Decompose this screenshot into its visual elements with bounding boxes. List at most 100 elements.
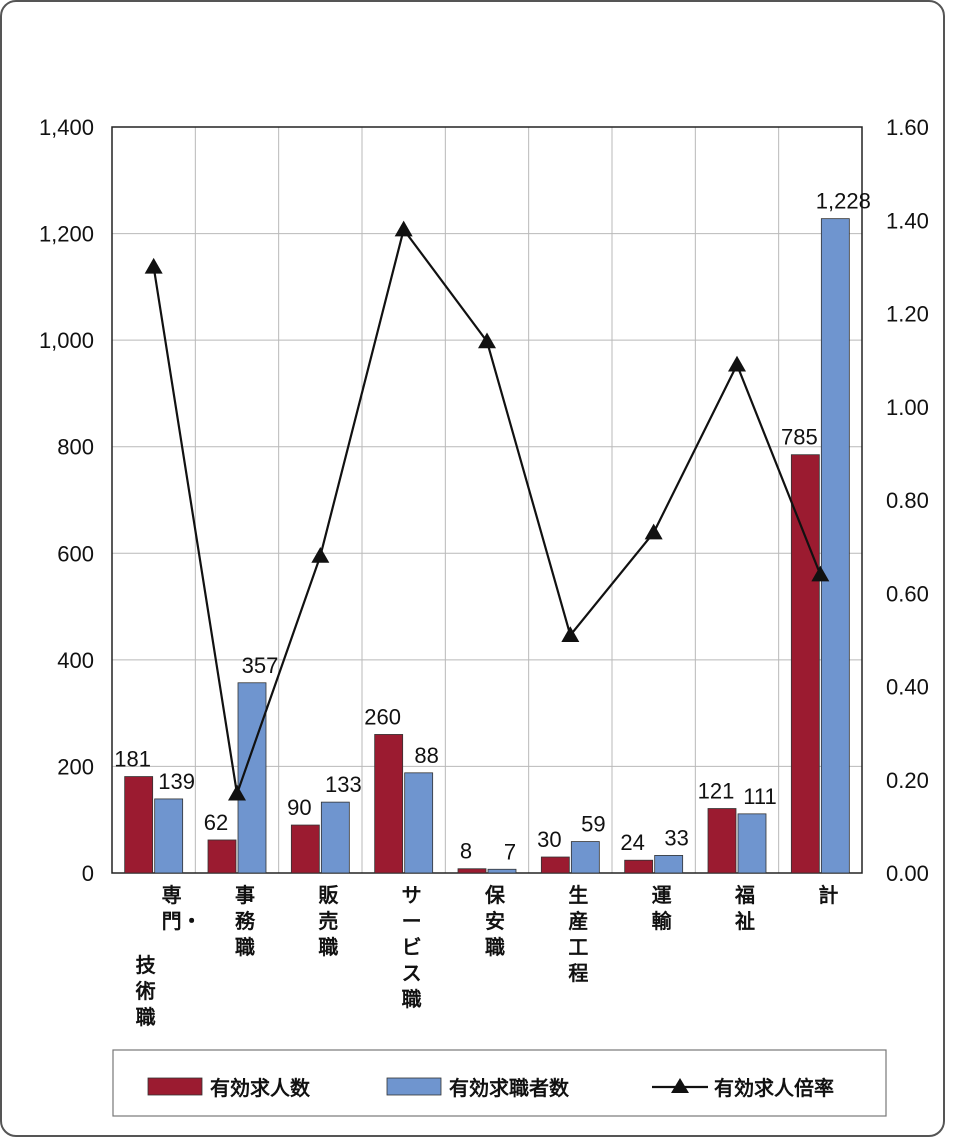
x-category-label: 生 xyxy=(568,883,588,907)
x-category-label: 運 xyxy=(652,883,672,907)
marker-job-ratio xyxy=(478,332,496,349)
legend-label-job-offers: 有効求人数 xyxy=(210,1076,311,1100)
x-category-label: 門 xyxy=(162,909,182,933)
marker-job-ratio xyxy=(728,355,746,372)
legend-swatch-job-offers xyxy=(147,1077,203,1096)
bar-job-seekers xyxy=(154,798,184,874)
y-left-tick-label: 800 xyxy=(57,435,94,460)
legend-label-job-seekers: 有効求職者数 xyxy=(449,1076,570,1100)
bar-job-offers xyxy=(790,454,820,874)
data-label-job-offers: 121 xyxy=(698,779,735,804)
data-label-job-offers: 785 xyxy=(781,425,818,450)
bar-job-offers xyxy=(207,839,237,874)
bar-job-offers xyxy=(457,868,487,874)
marker-job-ratio xyxy=(228,784,246,801)
legend-marker-job-ratio xyxy=(671,1078,689,1093)
bar-job-seekers xyxy=(487,868,517,874)
data-label-job-seekers: 1,228 xyxy=(816,189,871,214)
x-category-label: ス xyxy=(402,961,422,985)
data-label-job-seekers: 59 xyxy=(581,812,605,837)
y-right-tick-label: 1.60 xyxy=(886,115,929,140)
marker-job-ratio xyxy=(144,257,163,274)
x-category-label: 計 xyxy=(818,883,838,907)
bar-job-seekers xyxy=(737,813,767,874)
legend-swatch-job-seekers xyxy=(386,1077,442,1096)
data-label-job-seekers: 7 xyxy=(504,839,516,864)
plot-area xyxy=(112,127,862,873)
y-left-tick-label: 1,200 xyxy=(39,222,94,247)
x-category-label: 売 xyxy=(318,909,338,933)
bar-job-offers xyxy=(540,856,570,874)
marker-job-ratio xyxy=(394,220,413,237)
x-category-label: 職 xyxy=(485,935,505,959)
bar-job-offers xyxy=(124,776,154,874)
x-category-label: 産 xyxy=(568,909,588,933)
bar-job-offers xyxy=(290,824,320,874)
y-right-tick-label: 1.20 xyxy=(886,302,929,327)
bar-job-seekers xyxy=(654,855,684,874)
x-category-label: ー xyxy=(402,909,422,933)
bar-job-offers xyxy=(374,734,404,874)
y-right-tick-label: 0.20 xyxy=(886,768,929,793)
x-category-label: 職 xyxy=(235,935,255,959)
data-label-job-offers: 8 xyxy=(460,839,472,864)
x-category-label: 輸 xyxy=(652,909,673,933)
y-left-tick-label: 600 xyxy=(57,541,94,566)
x-category-label: 福 xyxy=(734,883,755,907)
bar-job-seekers xyxy=(570,841,600,874)
y-left-tick-label: 1,000 xyxy=(39,328,94,353)
data-label-job-offers: 90 xyxy=(287,795,311,820)
data-label-job-offers: 260 xyxy=(364,704,401,729)
x-category-label: 保 xyxy=(484,883,506,907)
data-label-job-seekers: 133 xyxy=(325,772,362,797)
y-right-tick-label: 0.40 xyxy=(886,675,929,700)
data-label-job-offers: 181 xyxy=(114,747,151,772)
x-category-label: ビ xyxy=(402,935,422,959)
data-label-job-offers: 62 xyxy=(204,810,228,835)
x-category-label: サ xyxy=(402,883,422,907)
x-category-label: 程 xyxy=(568,961,588,985)
marker-job-ratio xyxy=(644,523,663,540)
y-right-tick-label: 1.40 xyxy=(886,208,929,233)
data-label-job-seekers: 357 xyxy=(242,653,279,678)
x-category-label: 事 xyxy=(235,883,255,907)
bar-job-offers xyxy=(707,808,737,874)
x-category-label: 職 xyxy=(318,935,338,959)
x-category-label: 工 xyxy=(568,935,588,959)
plot-border xyxy=(111,126,863,874)
marker-job-ratio xyxy=(311,546,330,563)
x-category-label: 技 xyxy=(136,953,157,977)
y-right-tick-label: 1.00 xyxy=(886,395,929,420)
legend-box xyxy=(112,1049,887,1117)
x-category-label: 職 xyxy=(136,1005,156,1029)
x-category-label: 務 xyxy=(235,909,256,933)
y-right-tick-label: 0.80 xyxy=(886,488,929,513)
legend-label-job-ratio: 有効求人倍率 xyxy=(714,1076,834,1100)
data-label-job-offers: 30 xyxy=(537,827,561,852)
y-left-tick-label: 200 xyxy=(57,754,94,779)
y-right-tick-label: 0.60 xyxy=(886,581,929,606)
bar-job-seekers xyxy=(320,801,350,874)
data-label-job-seekers: 33 xyxy=(664,825,688,850)
y-right-tick-label: 0.00 xyxy=(886,861,929,886)
data-label-job-seekers: 88 xyxy=(414,743,438,768)
bar-job-offers xyxy=(624,859,654,874)
x-category-label: 祉 xyxy=(735,909,755,933)
x-category-label: 販 xyxy=(318,883,339,907)
data-label-job-offers: 24 xyxy=(620,830,644,855)
bar-job-seekers xyxy=(404,772,434,874)
x-category-label: 専 xyxy=(162,883,182,907)
x-category-label: 術 xyxy=(135,979,156,1003)
y-left-tick-label: 0 xyxy=(82,861,94,886)
data-label-job-seekers: 111 xyxy=(743,784,776,809)
bar-job-seekers xyxy=(237,682,267,874)
x-category-label: 安 xyxy=(485,909,505,933)
x-category-label: 職 xyxy=(402,987,422,1011)
y-left-tick-label: 1,400 xyxy=(39,115,94,140)
marker-job-ratio xyxy=(561,626,580,642)
y-left-tick-label: 400 xyxy=(57,648,94,673)
marker-job-ratio xyxy=(811,565,830,582)
x-category-label: ・ xyxy=(182,909,202,933)
data-label-job-seekers: 139 xyxy=(158,769,195,794)
